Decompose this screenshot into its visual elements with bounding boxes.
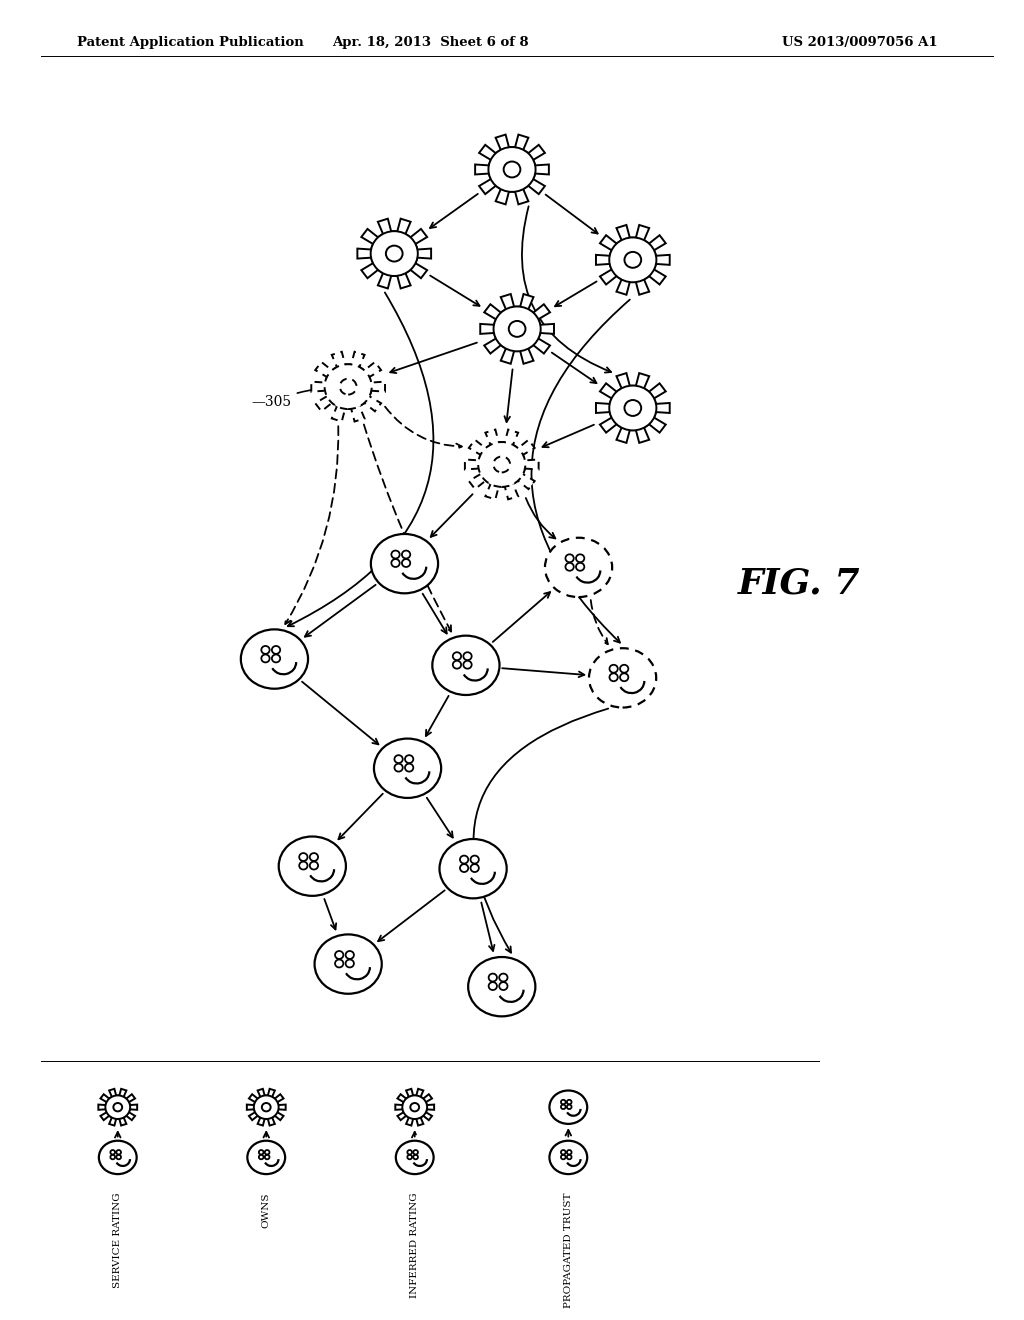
Circle shape [625,400,641,416]
Circle shape [609,385,656,430]
Circle shape [504,161,520,177]
Polygon shape [311,351,385,421]
Ellipse shape [545,537,612,597]
Polygon shape [596,224,670,294]
Polygon shape [475,135,549,205]
Text: FIG. 7: FIG. 7 [737,566,860,601]
Ellipse shape [314,935,382,994]
Circle shape [340,379,356,395]
Circle shape [325,364,372,409]
Circle shape [509,321,525,337]
Text: Patent Application Publication: Patent Application Publication [77,36,303,49]
Ellipse shape [248,1140,285,1173]
Ellipse shape [468,957,536,1016]
Polygon shape [480,294,554,364]
Circle shape [494,306,541,351]
Circle shape [488,147,536,191]
Ellipse shape [439,840,507,899]
Ellipse shape [550,1140,587,1173]
Ellipse shape [371,535,438,593]
Circle shape [411,1104,419,1111]
Polygon shape [596,374,670,444]
Circle shape [478,442,525,487]
Circle shape [114,1104,122,1111]
Circle shape [254,1096,279,1119]
Circle shape [262,1104,270,1111]
Circle shape [371,231,418,276]
Text: —305: —305 [252,384,343,409]
Polygon shape [247,1089,286,1126]
Ellipse shape [550,1090,587,1123]
Circle shape [105,1096,130,1119]
Polygon shape [357,219,431,289]
Ellipse shape [396,1140,433,1173]
Text: US 2013/0097056 A1: US 2013/0097056 A1 [782,36,938,49]
Ellipse shape [374,739,441,797]
Circle shape [609,238,656,282]
Text: SERVICE RATING: SERVICE RATING [114,1192,122,1288]
Text: Apr. 18, 2013  Sheet 6 of 8: Apr. 18, 2013 Sheet 6 of 8 [332,36,528,49]
Ellipse shape [241,630,308,689]
Polygon shape [98,1089,137,1126]
Polygon shape [465,429,539,499]
Ellipse shape [589,648,656,708]
Ellipse shape [99,1140,136,1173]
Circle shape [386,246,402,261]
Circle shape [625,252,641,268]
Polygon shape [395,1089,434,1126]
Circle shape [402,1096,427,1119]
Text: PROPAGATED TRUST: PROPAGATED TRUST [564,1192,572,1308]
Ellipse shape [279,837,346,896]
Text: INFERRED RATING: INFERRED RATING [411,1192,419,1298]
Text: OWNS: OWNS [262,1192,270,1228]
Circle shape [494,457,510,473]
Ellipse shape [432,636,500,696]
